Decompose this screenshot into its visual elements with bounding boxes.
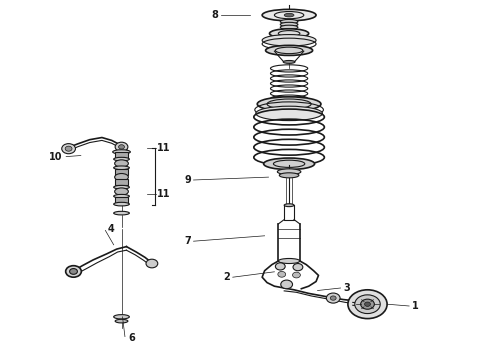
Text: 11: 11: [157, 143, 171, 153]
Ellipse shape: [113, 150, 130, 154]
Ellipse shape: [277, 169, 301, 175]
Ellipse shape: [270, 29, 309, 38]
Ellipse shape: [280, 25, 298, 30]
Text: 11: 11: [157, 189, 171, 199]
Text: 2: 2: [223, 272, 230, 282]
Text: 10: 10: [49, 152, 63, 162]
Circle shape: [66, 266, 81, 277]
Text: 7: 7: [184, 236, 191, 246]
Ellipse shape: [114, 157, 129, 161]
Text: 8: 8: [211, 10, 218, 20]
Ellipse shape: [278, 258, 300, 264]
Ellipse shape: [114, 166, 129, 170]
Ellipse shape: [262, 35, 316, 46]
Circle shape: [62, 144, 75, 154]
Circle shape: [65, 146, 72, 151]
Circle shape: [293, 272, 300, 278]
Ellipse shape: [283, 60, 295, 63]
Circle shape: [146, 259, 158, 268]
Ellipse shape: [115, 319, 128, 323]
Ellipse shape: [256, 106, 322, 121]
Ellipse shape: [114, 202, 129, 206]
Text: 3: 3: [343, 283, 350, 293]
FancyBboxPatch shape: [115, 197, 128, 204]
Circle shape: [119, 145, 124, 149]
FancyBboxPatch shape: [115, 152, 128, 159]
Circle shape: [275, 263, 285, 270]
Circle shape: [326, 293, 340, 303]
Text: 4: 4: [108, 224, 115, 234]
Circle shape: [281, 280, 293, 289]
Ellipse shape: [257, 97, 321, 111]
Circle shape: [348, 290, 387, 319]
Circle shape: [330, 296, 336, 300]
Ellipse shape: [114, 194, 129, 198]
FancyBboxPatch shape: [115, 179, 128, 185]
Circle shape: [278, 271, 286, 277]
Text: 9: 9: [184, 175, 191, 185]
Circle shape: [355, 295, 380, 314]
Ellipse shape: [279, 173, 299, 178]
Ellipse shape: [264, 158, 315, 170]
Ellipse shape: [115, 174, 128, 181]
Text: 6: 6: [128, 333, 135, 343]
FancyBboxPatch shape: [115, 169, 128, 175]
Circle shape: [115, 142, 128, 152]
Ellipse shape: [114, 211, 129, 215]
Ellipse shape: [114, 315, 129, 319]
Ellipse shape: [114, 185, 129, 189]
Ellipse shape: [115, 160, 128, 167]
Circle shape: [365, 302, 370, 306]
Ellipse shape: [262, 9, 316, 21]
Ellipse shape: [266, 45, 313, 55]
Circle shape: [70, 269, 77, 274]
Ellipse shape: [280, 22, 298, 27]
Circle shape: [293, 264, 303, 271]
Ellipse shape: [280, 19, 298, 24]
Ellipse shape: [284, 13, 294, 17]
Circle shape: [361, 299, 374, 309]
Ellipse shape: [115, 188, 128, 195]
Ellipse shape: [284, 204, 294, 207]
Text: 1: 1: [412, 301, 418, 311]
